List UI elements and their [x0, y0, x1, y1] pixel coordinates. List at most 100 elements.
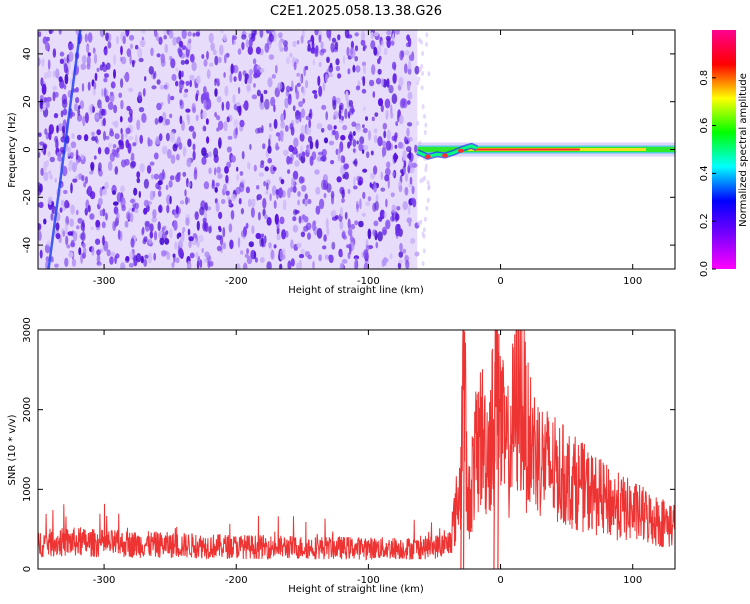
spectrogram-noise-speck	[402, 201, 409, 211]
colorbar-ticks: 0.0 0.2 0.4 0.6 0.8	[699, 70, 716, 277]
spectrogram-noise-speck	[38, 31, 42, 38]
spectrogram-noise-speck	[362, 191, 366, 200]
spectrogram-noise-speck	[369, 79, 375, 87]
spectrogram-noise-speck	[375, 241, 379, 249]
spectrogram-noise-speck	[328, 140, 335, 146]
spectrogram-noise-speck	[41, 83, 47, 95]
spectrogram-noise-speck	[128, 207, 132, 213]
spectrogram-noise-speck	[39, 183, 43, 193]
spectrogram-noise-speck	[70, 239, 75, 247]
spectrogram-noise-speck	[404, 136, 407, 144]
spectrogram-noise-speck	[161, 226, 165, 233]
spectrogram-noise-speck	[80, 153, 85, 160]
spectrogram-noise-speck	[129, 53, 132, 65]
spectrogram-noise-speck	[101, 88, 104, 97]
spectrogram-noise-speck	[318, 61, 322, 68]
spectrogram-noise-speck	[41, 58, 45, 67]
spectrogram-noise-speck	[273, 118, 278, 130]
spectrogram-edge-speck	[426, 180, 430, 186]
spectrogram-noise-speck	[255, 232, 262, 240]
colorbar-tick-label: 0.0	[699, 261, 710, 277]
spectrogram-noise-speck	[214, 78, 217, 86]
spectrogram-noise-speck	[126, 105, 131, 111]
spectrogram-noise-speck	[167, 148, 172, 159]
spectrogram-noise-speck	[83, 134, 89, 142]
spectrogram-noise-speck	[295, 109, 301, 120]
spectrogram-noise-speck	[304, 193, 308, 200]
spectrogram-noise-speck	[221, 101, 225, 112]
spectrogram-noise-speck	[92, 47, 96, 54]
spectrogram-noise-speck	[104, 147, 110, 155]
spectrogram-noise-speck	[273, 200, 277, 209]
spectrogram-noise-speck	[185, 217, 190, 226]
spectrogram-noise-speck	[244, 253, 249, 258]
spectrogram-noise-speck	[113, 201, 119, 206]
spectrogram-noise-speck	[269, 193, 272, 202]
spectrogram-noise-speck	[125, 30, 130, 37]
snr-marks	[38, 330, 675, 569]
spectrogram-noise-speck	[49, 174, 53, 180]
spectrogram-noise-speck	[176, 153, 180, 161]
spectrogram-noise-speck	[399, 50, 404, 61]
spectrogram-noise-speck	[217, 173, 223, 180]
spectrogram-noise-speck	[280, 131, 284, 143]
spectrogram-noise-speck	[360, 30, 366, 42]
colorbar-tick-label: 0.6	[699, 118, 710, 134]
spectrogram-noise-speck	[197, 255, 201, 266]
spectrogram-edge-speck	[425, 32, 429, 38]
spectrogram-noise-speck	[391, 93, 398, 104]
spectrogram-noise-speck	[300, 108, 306, 119]
spectrogram-noise-speck	[102, 235, 105, 246]
spectrogram-noise-speck	[223, 54, 227, 64]
spectrogram-edge-speck	[421, 261, 425, 267]
spectrogram-noise-speck	[231, 155, 236, 163]
snr-x-tick-label: 100	[623, 575, 642, 586]
spectrogram-noise-speck	[204, 222, 209, 233]
spectrogram-noise-speck	[72, 231, 78, 242]
spectrogram-noise-speck	[124, 220, 129, 228]
spectrogram-noise-speck	[300, 231, 306, 238]
spectrogram-noise-speck	[116, 192, 122, 203]
spectrogram-noise-speck	[248, 69, 254, 76]
spectrogram-noise-speck	[331, 194, 334, 205]
spectrogram-noise-speck	[138, 107, 145, 113]
spectrogram-noise-speck	[238, 71, 242, 82]
spectrogram-noise-speck	[70, 182, 73, 194]
spectrogram-noise-speck	[411, 185, 415, 195]
spectrogram-noise-speck	[280, 178, 285, 185]
spectrogram-noise-speck	[112, 190, 116, 196]
spectrogram-noise-speck	[311, 41, 315, 50]
spectrogram-noise-speck	[38, 230, 42, 241]
spectrogram-noise-speck	[165, 132, 170, 142]
spectrogram-noise-speck	[91, 136, 96, 142]
figure-title: C2E1.2025.058.13.38.G26	[270, 4, 442, 19]
spectrogram-noise-speck	[391, 204, 397, 213]
spectrogram-noise-speck	[233, 119, 239, 128]
spectrogram-noise-speck	[402, 150, 407, 161]
spectrogram-noise-speck	[326, 30, 332, 39]
spectrogram-noise-speck	[330, 160, 335, 165]
spectrogram-noise-speck	[302, 86, 306, 96]
spectrogram-noise-speck	[270, 96, 276, 107]
snr-y-tick-label: 0	[22, 566, 33, 572]
spectrogram-noise-speck	[408, 182, 414, 188]
spectrogram-noise-speck	[280, 113, 285, 123]
spectrogram-noise-speck	[352, 160, 358, 165]
spectrogram-noise-speck	[182, 227, 186, 233]
spectrogram-noise-speck	[134, 202, 139, 210]
spectrogram-noise-speck	[263, 180, 266, 187]
spectrogram-noise-speck	[241, 42, 245, 50]
spectrogram-noise-speck	[186, 157, 192, 168]
snr-x-label: Height of straight line (km)	[288, 584, 424, 595]
spectrogram-noise-speck	[279, 250, 283, 261]
spectrogram-noise-speck	[188, 125, 195, 132]
spectrogram-noise-speck	[225, 52, 230, 58]
spectrogram-noise-speck	[70, 151, 75, 158]
spectrogram-noise-speck	[119, 115, 123, 123]
spectrogram-noise-speck	[399, 242, 403, 252]
spectrogram-noise-speck	[268, 242, 272, 249]
spectrogram-noise-speck	[113, 54, 117, 65]
snr-spike	[460, 385, 463, 569]
spectrogram-noise-speck	[143, 207, 148, 215]
